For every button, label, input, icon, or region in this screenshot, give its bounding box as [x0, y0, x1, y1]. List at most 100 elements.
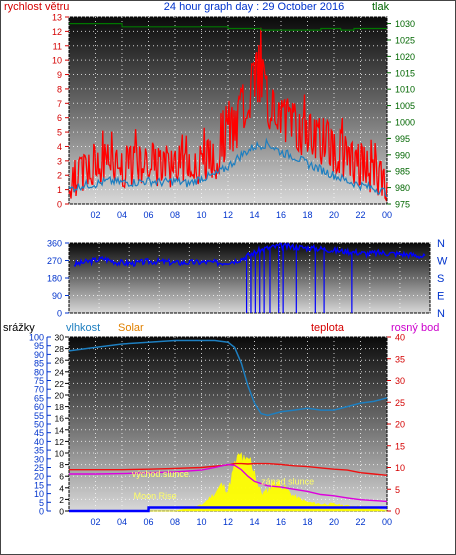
annotation-moonrise: Moon Rise [134, 491, 177, 501]
x-tick-label: 02 [90, 210, 100, 220]
compass-label: E [437, 291, 444, 303]
y-tick-label: 12 [52, 27, 62, 37]
compass-label: N [437, 308, 445, 320]
rain-tick-label: 30 [34, 454, 44, 464]
y2-tick-label: 1010 [395, 85, 415, 95]
rain-tick-label: 95 [34, 341, 44, 351]
chart3-series [68, 339, 388, 513]
rain-tick-label: 40 [34, 437, 44, 447]
chart3-x-axis: 02 04 06 08 10 12 14 16 18 20 22 00 [90, 517, 392, 527]
rain-tick-label: 80 [34, 367, 44, 377]
humidity-tick-label: 2 [59, 495, 64, 505]
humidity-tick-label: 18 [55, 402, 65, 412]
annotation-sunset: západ slunce [261, 476, 314, 486]
x-tick-label: 04 [117, 210, 127, 220]
x-tick-label: 16 [276, 517, 286, 527]
humidity-tick-label: 8 [59, 460, 64, 470]
chart3-temperature-axis: 0 5 10 15 20 25 30 35 40 [387, 333, 405, 517]
chart1-series [68, 23, 388, 203]
series-dewpoint [69, 463, 388, 503]
rain-tick-label: 5 [39, 498, 44, 508]
chart1-right-label: tlak [372, 1, 390, 13]
x-tick-label: 10 [196, 517, 206, 527]
x-tick-label: 08 [170, 210, 180, 220]
temperature-tick-label: 30 [395, 376, 405, 386]
x-tick-label: 12 [223, 517, 233, 527]
temperature-tick-label: 35 [395, 354, 405, 364]
y-tick-label: 11 [53, 41, 62, 51]
rain-tick-label: 15 [34, 480, 44, 490]
y2-tick-label: 1015 [395, 68, 415, 78]
y-tick-label: 270 [47, 256, 62, 266]
y-tick-label: 360 [47, 239, 62, 249]
y-tick-label: 9 [57, 70, 62, 80]
y-tick-label: 4 [57, 142, 62, 152]
rain-label: srážky [3, 322, 35, 334]
chart1-title: 24 hour graph day : 29 October 2016 [164, 1, 344, 13]
humidity-tick-label: 26 [55, 356, 65, 366]
x-tick-label: 00 [382, 517, 392, 527]
humidity-tick-label: 16 [55, 414, 65, 424]
temp-humidity-chart: 0510152025303540455055606570758085909510… [3, 322, 439, 527]
temperature-tick-label: 0 [395, 507, 400, 517]
humidity-tick-label: 22 [55, 379, 65, 389]
chart2-left-axis: 0 90 180 270 360 [47, 239, 69, 319]
y2-tick-label: 1000 [395, 117, 415, 127]
y2-tick-label: 1030 [395, 19, 415, 29]
rain-tick-label: 25 [34, 463, 44, 473]
rain-tick-label: 85 [34, 359, 44, 369]
x-tick-label: 14 [249, 517, 259, 527]
y2-tick-label: 1020 [395, 52, 415, 62]
rain-tick-label: 75 [34, 376, 44, 386]
humidity-tick-label: 30 [55, 333, 65, 343]
series-temperature [69, 462, 388, 476]
temperature-label: teplota [311, 322, 345, 334]
chart3-plot-area [68, 336, 388, 512]
humidity-tick-label: 14 [55, 425, 65, 435]
x-tick-label: 18 [302, 517, 312, 527]
humidity-tick-label: 24 [55, 367, 65, 377]
temperature-tick-label: 25 [395, 398, 405, 408]
rain-tick-label: 60 [34, 402, 44, 412]
rain-tick-label: 65 [34, 393, 44, 403]
humidity-tick-label: 28 [55, 344, 65, 354]
y-tick-label: 0 [57, 309, 62, 319]
series-wind-direction [73, 242, 426, 268]
series-wind-average [68, 137, 388, 198]
temperature-tick-label: 20 [395, 420, 405, 430]
y-tick-label: 13 [52, 13, 62, 23]
x-tick-label: 20 [329, 517, 339, 527]
y-tick-label: 3 [57, 156, 62, 166]
x-tick-label: 10 [196, 210, 206, 220]
chart2-series [73, 242, 426, 313]
y2-tick-label: 975 [395, 200, 410, 210]
compass-label: W [437, 256, 448, 268]
y-tick-label: 8 [57, 84, 62, 94]
y-tick-label: 10 [52, 56, 62, 66]
series-rain [69, 506, 387, 513]
x-tick-label: 02 [90, 517, 100, 527]
x-tick-label: 16 [276, 210, 286, 220]
x-tick-label: 22 [355, 517, 365, 527]
rain-tick-label: 50 [34, 420, 44, 430]
rain-tick-label: 20 [34, 472, 44, 482]
y2-tick-label: 1005 [395, 101, 415, 111]
y-tick-label: 7 [57, 99, 62, 109]
x-tick-label: 14 [249, 210, 259, 220]
chart1-right-axis: 975 980 985 990 995 1000 1005 1010 1015 1020 1025 1… [387, 19, 415, 210]
y2-tick-label: 995 [395, 134, 410, 144]
x-tick-label: 08 [170, 517, 180, 527]
temperature-tick-label: 40 [395, 333, 405, 343]
chart3-rain-axis: 0510152025303540455055606570758085909510… [29, 333, 51, 517]
rain-tick-label: 55 [34, 411, 44, 421]
temperature-tick-label: 5 [395, 485, 400, 495]
series-pressure [69, 23, 387, 31]
chart1-left-label: rychlost větru [4, 1, 69, 13]
y2-tick-label: 1025 [395, 35, 415, 45]
humidity-tick-label: 10 [55, 449, 65, 459]
